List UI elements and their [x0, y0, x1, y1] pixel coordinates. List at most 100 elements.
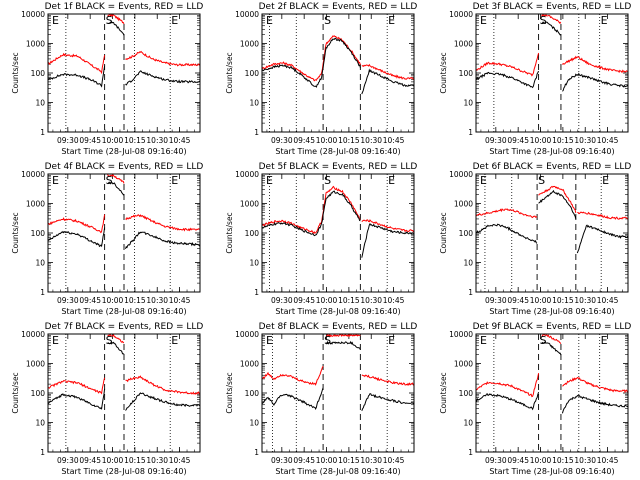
series-line-lld	[48, 334, 200, 395]
plot-frame	[47, 173, 201, 293]
y-tick-label: 1	[40, 128, 45, 137]
x-tick-label: 10:30	[360, 456, 382, 465]
x-tick-label: 10:45	[169, 456, 191, 465]
y-tick-label: 1000	[26, 360, 45, 369]
y-tick-label: 1000	[454, 40, 473, 49]
series-line-events	[476, 21, 628, 92]
x-tick-label: 09:30	[485, 296, 507, 305]
series-line-lld	[262, 334, 414, 386]
series-line-events	[48, 21, 200, 88]
y-tick-label: 100	[245, 69, 260, 78]
plot-frame	[475, 13, 629, 133]
x-tick-label: 10:45	[169, 296, 191, 305]
event-marker-label: S	[324, 174, 331, 187]
series-line-events	[476, 189, 628, 254]
x-tick-label: 10:00	[102, 136, 124, 145]
x-tick-label: 10:00	[316, 136, 338, 145]
series-line-lld	[476, 185, 628, 220]
series-line-lld	[48, 14, 200, 75]
y-tick-label: 100	[31, 229, 46, 238]
y-axis-label: Counts/sec	[439, 52, 448, 93]
series-line-lld	[476, 14, 628, 77]
event-marker-label: E	[480, 334, 487, 347]
series-line-events	[48, 181, 200, 250]
x-tick-label: 09:45	[507, 136, 529, 145]
y-tick-label: 1	[254, 288, 259, 297]
x-tick-label: 10:15	[338, 136, 360, 145]
x-tick-label: 09:45	[293, 136, 315, 145]
y-tick-label: 10	[249, 259, 259, 268]
x-tick-label: 09:45	[293, 296, 315, 305]
y-tick-label: 1	[254, 128, 259, 137]
x-tick-label: 09:30	[485, 136, 507, 145]
panel-title: Det 8f BLACK = Events, RED = LLD	[259, 322, 418, 332]
series-group	[476, 14, 628, 92]
y-tick-label: 10000	[21, 170, 45, 179]
y-tick-label: 10000	[449, 170, 473, 179]
x-tick-label: 10:45	[169, 136, 191, 145]
x-tick-label: 10:30	[146, 136, 168, 145]
y-tick-label: 1	[468, 288, 473, 297]
x-tick-label: 10:00	[102, 296, 124, 305]
series-group	[262, 334, 414, 411]
x-axis-label: Start Time (28-Jul-08 09:16:40)	[275, 467, 400, 476]
x-tick-label: 10:45	[597, 136, 619, 145]
y-tick-label: 100	[245, 389, 260, 398]
x-axis-label: Start Time (28-Jul-08 09:16:40)	[275, 147, 400, 156]
event-marker-label: E	[171, 174, 178, 187]
event-marker-label: E	[266, 14, 273, 27]
y-tick-label: 10000	[235, 170, 259, 179]
x-tick-label: 10:30	[574, 456, 596, 465]
y-tick-label: 1	[468, 448, 473, 457]
y-tick-label: 10000	[235, 330, 259, 339]
detector-panel-5: Det 5f BLACK = Events, RED = LLD Counts/s…	[225, 162, 417, 316]
event-marker-label: E	[601, 334, 608, 347]
y-tick-label: 10	[249, 419, 259, 428]
detector-panel-6: Det 6f BLACK = Events, RED = LLD Counts/s…	[439, 162, 631, 316]
y-tick-label: 1	[468, 128, 473, 137]
series-line-lld	[262, 185, 414, 235]
x-tick-label: 10:15	[124, 456, 146, 465]
panel-title: Det 5f BLACK = Events, RED = LLD	[259, 162, 418, 172]
event-marker-label: E	[480, 174, 487, 187]
y-tick-label: 100	[245, 229, 260, 238]
x-tick-label: 09:45	[507, 296, 529, 305]
event-marker-label: E	[266, 174, 273, 187]
y-tick-label: 100	[459, 229, 474, 238]
x-tick-label: 10:15	[338, 296, 360, 305]
y-tick-label: 1	[40, 448, 45, 457]
y-tick-label: 10	[35, 419, 45, 428]
y-axis-label: Counts/sec	[439, 212, 448, 253]
event-marker-label: E	[602, 174, 609, 187]
plot-frame	[47, 333, 201, 453]
x-axis-label: Start Time (28-Jul-08 09:16:40)	[61, 307, 186, 316]
y-tick-label: 100	[31, 389, 46, 398]
x-tick-label: 09:30	[57, 456, 79, 465]
x-tick-label: 10:45	[383, 136, 405, 145]
plot-frame	[261, 13, 415, 133]
event-marker-label: S	[324, 334, 331, 347]
detector-panel-9: Det 9f BLACK = Events, RED = LLD Counts/s…	[439, 322, 631, 476]
x-axis-label: Start Time (28-Jul-08 09:16:40)	[275, 307, 400, 316]
x-tick-label: 10:15	[552, 456, 574, 465]
plot-frame	[475, 173, 629, 293]
x-axis-label: Start Time (28-Jul-08 09:16:40)	[489, 307, 614, 316]
x-tick-label: 10:30	[360, 296, 382, 305]
x-tick-label: 10:00	[316, 456, 338, 465]
panel-title: Det 4f BLACK = Events, RED = LLD	[45, 162, 204, 172]
event-marker-label: E	[388, 334, 395, 347]
event-marker-label: E	[388, 14, 395, 27]
plot-frame	[261, 173, 415, 293]
x-tick-label: 10:00	[316, 296, 338, 305]
x-tick-label: 09:30	[485, 456, 507, 465]
x-tick-label: 10:45	[597, 456, 619, 465]
y-tick-label: 10000	[449, 330, 473, 339]
x-tick-label: 10:30	[574, 136, 596, 145]
x-tick-label: 10:30	[360, 136, 382, 145]
series-group	[48, 334, 200, 411]
series-line-lld	[48, 174, 200, 234]
x-tick-label: 10:15	[124, 296, 146, 305]
x-tick-label: 09:45	[79, 456, 101, 465]
x-axis-label: Start Time (28-Jul-08 09:16:40)	[489, 467, 614, 476]
